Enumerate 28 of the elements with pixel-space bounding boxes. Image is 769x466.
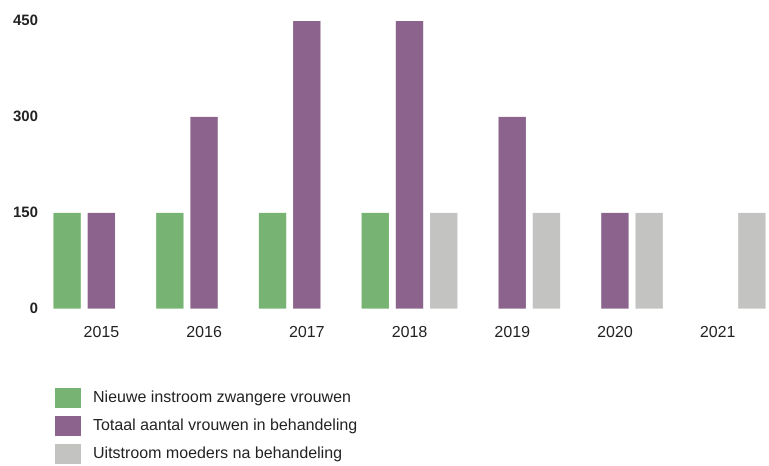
bar xyxy=(498,116,526,309)
x-tick-label: 2018 xyxy=(392,324,428,341)
bar xyxy=(293,21,320,309)
bar xyxy=(430,212,458,309)
x-tick-label: 2015 xyxy=(84,324,120,341)
y-tick-label: 0 xyxy=(30,300,38,317)
x-tick-label: 2016 xyxy=(186,324,222,341)
x-tick-label: 2020 xyxy=(597,324,633,341)
bar xyxy=(601,212,629,309)
bar xyxy=(88,212,116,309)
bar xyxy=(156,212,184,309)
legend-label: Uitstroom moeders na behandeling xyxy=(93,445,342,463)
x-tick-label: 2021 xyxy=(700,324,736,341)
bar xyxy=(362,212,389,309)
bar xyxy=(738,212,766,309)
bar xyxy=(53,212,81,309)
legend-label: Nieuwe instroom zwangere vrouwen xyxy=(93,389,351,407)
y-tick-label: 450 xyxy=(12,12,38,30)
y-tick-label: 300 xyxy=(12,108,38,126)
bar xyxy=(190,116,218,309)
y-tick-label: 150 xyxy=(12,204,38,222)
bar xyxy=(258,212,286,309)
bar xyxy=(396,21,424,309)
x-tick-label: 2019 xyxy=(494,324,530,341)
bar xyxy=(635,212,663,309)
legend-label: Totaal aantal vrouwen in behandeling xyxy=(93,417,358,435)
bar xyxy=(532,212,560,309)
x-tick-label: 2017 xyxy=(288,324,325,341)
